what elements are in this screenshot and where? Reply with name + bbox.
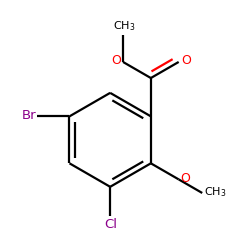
- Text: Cl: Cl: [104, 218, 117, 232]
- Text: O: O: [181, 54, 191, 67]
- Text: Br: Br: [22, 109, 36, 122]
- Text: CH$_3$: CH$_3$: [204, 186, 227, 200]
- Text: CH$_3$: CH$_3$: [113, 19, 136, 33]
- Text: O: O: [111, 54, 121, 67]
- Text: O: O: [180, 172, 190, 186]
